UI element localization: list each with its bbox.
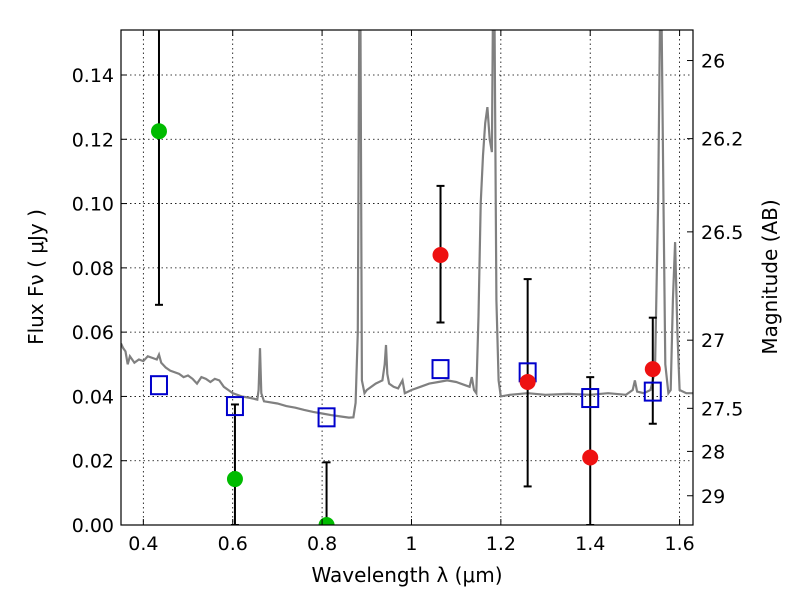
y-tick-label: 0.06: [72, 322, 114, 344]
x-tick-label: 0.4: [128, 533, 158, 555]
model-box: [317, 407, 336, 428]
model-box: [225, 396, 244, 417]
nir-detection-point: [432, 247, 449, 263]
y2-axis-ticks: 26 26.2 26.5 27 27.5 28 29: [687, 51, 743, 508]
x-tick-label: 1.4: [575, 533, 605, 555]
grid-lines: [121, 30, 693, 526]
x-axis-label: Wavelength λ (μm): [311, 563, 502, 587]
x-tick-label: 0.8: [307, 533, 337, 555]
nir-detection-point: [519, 373, 536, 390]
model-box: [581, 388, 600, 409]
y-tick-label: 0.12: [72, 129, 114, 151]
y-tick-label: 0.14: [72, 65, 114, 87]
model-box: [643, 381, 662, 402]
y2-tick-label: 27.5: [701, 398, 743, 420]
model-box: [431, 359, 450, 380]
y-tick-label: 0.04: [72, 386, 114, 408]
optical-detection-point: [226, 471, 243, 488]
detection-points: [150, 123, 661, 525]
y-axis-ticks: 0.00 0.02 0.04 0.06 0.08 0.10 0.12 0.14: [72, 65, 127, 537]
model-photometry-boxes: [149, 359, 662, 428]
y2-tick-label: 28: [701, 441, 725, 463]
y2-tick-label: 26.5: [701, 222, 743, 244]
y2-tick-label: 27: [701, 330, 725, 352]
plot-area: [121, 30, 693, 525]
nir-detection-point: [582, 449, 599, 466]
x-axis-ticks: 0.4 0.6 0.8 1 1.2 1.4 1.6: [128, 30, 695, 555]
y-tick-label: 0.02: [72, 451, 114, 473]
sed-model-curve: [121, 30, 693, 419]
y-tick-label: 0.10: [72, 194, 114, 216]
x-tick-label: 1: [405, 533, 417, 555]
y2-axis-label: Magnitude (AB): [758, 199, 782, 354]
y-axis-label: Flux Fν ( μJy ): [24, 209, 48, 345]
y-tick-label: 0.00: [72, 515, 114, 537]
optical-detection-point: [150, 123, 167, 140]
y-tick-label: 0.08: [72, 258, 114, 280]
x-tick-label: 0.6: [218, 533, 248, 555]
nir-detection-point: [644, 361, 661, 378]
y2-tick-label: 29: [701, 486, 725, 508]
y2-tick-label: 26: [701, 51, 725, 73]
x-tick-label: 1.2: [486, 533, 516, 555]
model-box: [149, 375, 168, 396]
x-tick-label: 1.6: [664, 533, 694, 555]
plot-frame: [120, 29, 694, 526]
y2-tick-label: 26.2: [701, 129, 743, 151]
